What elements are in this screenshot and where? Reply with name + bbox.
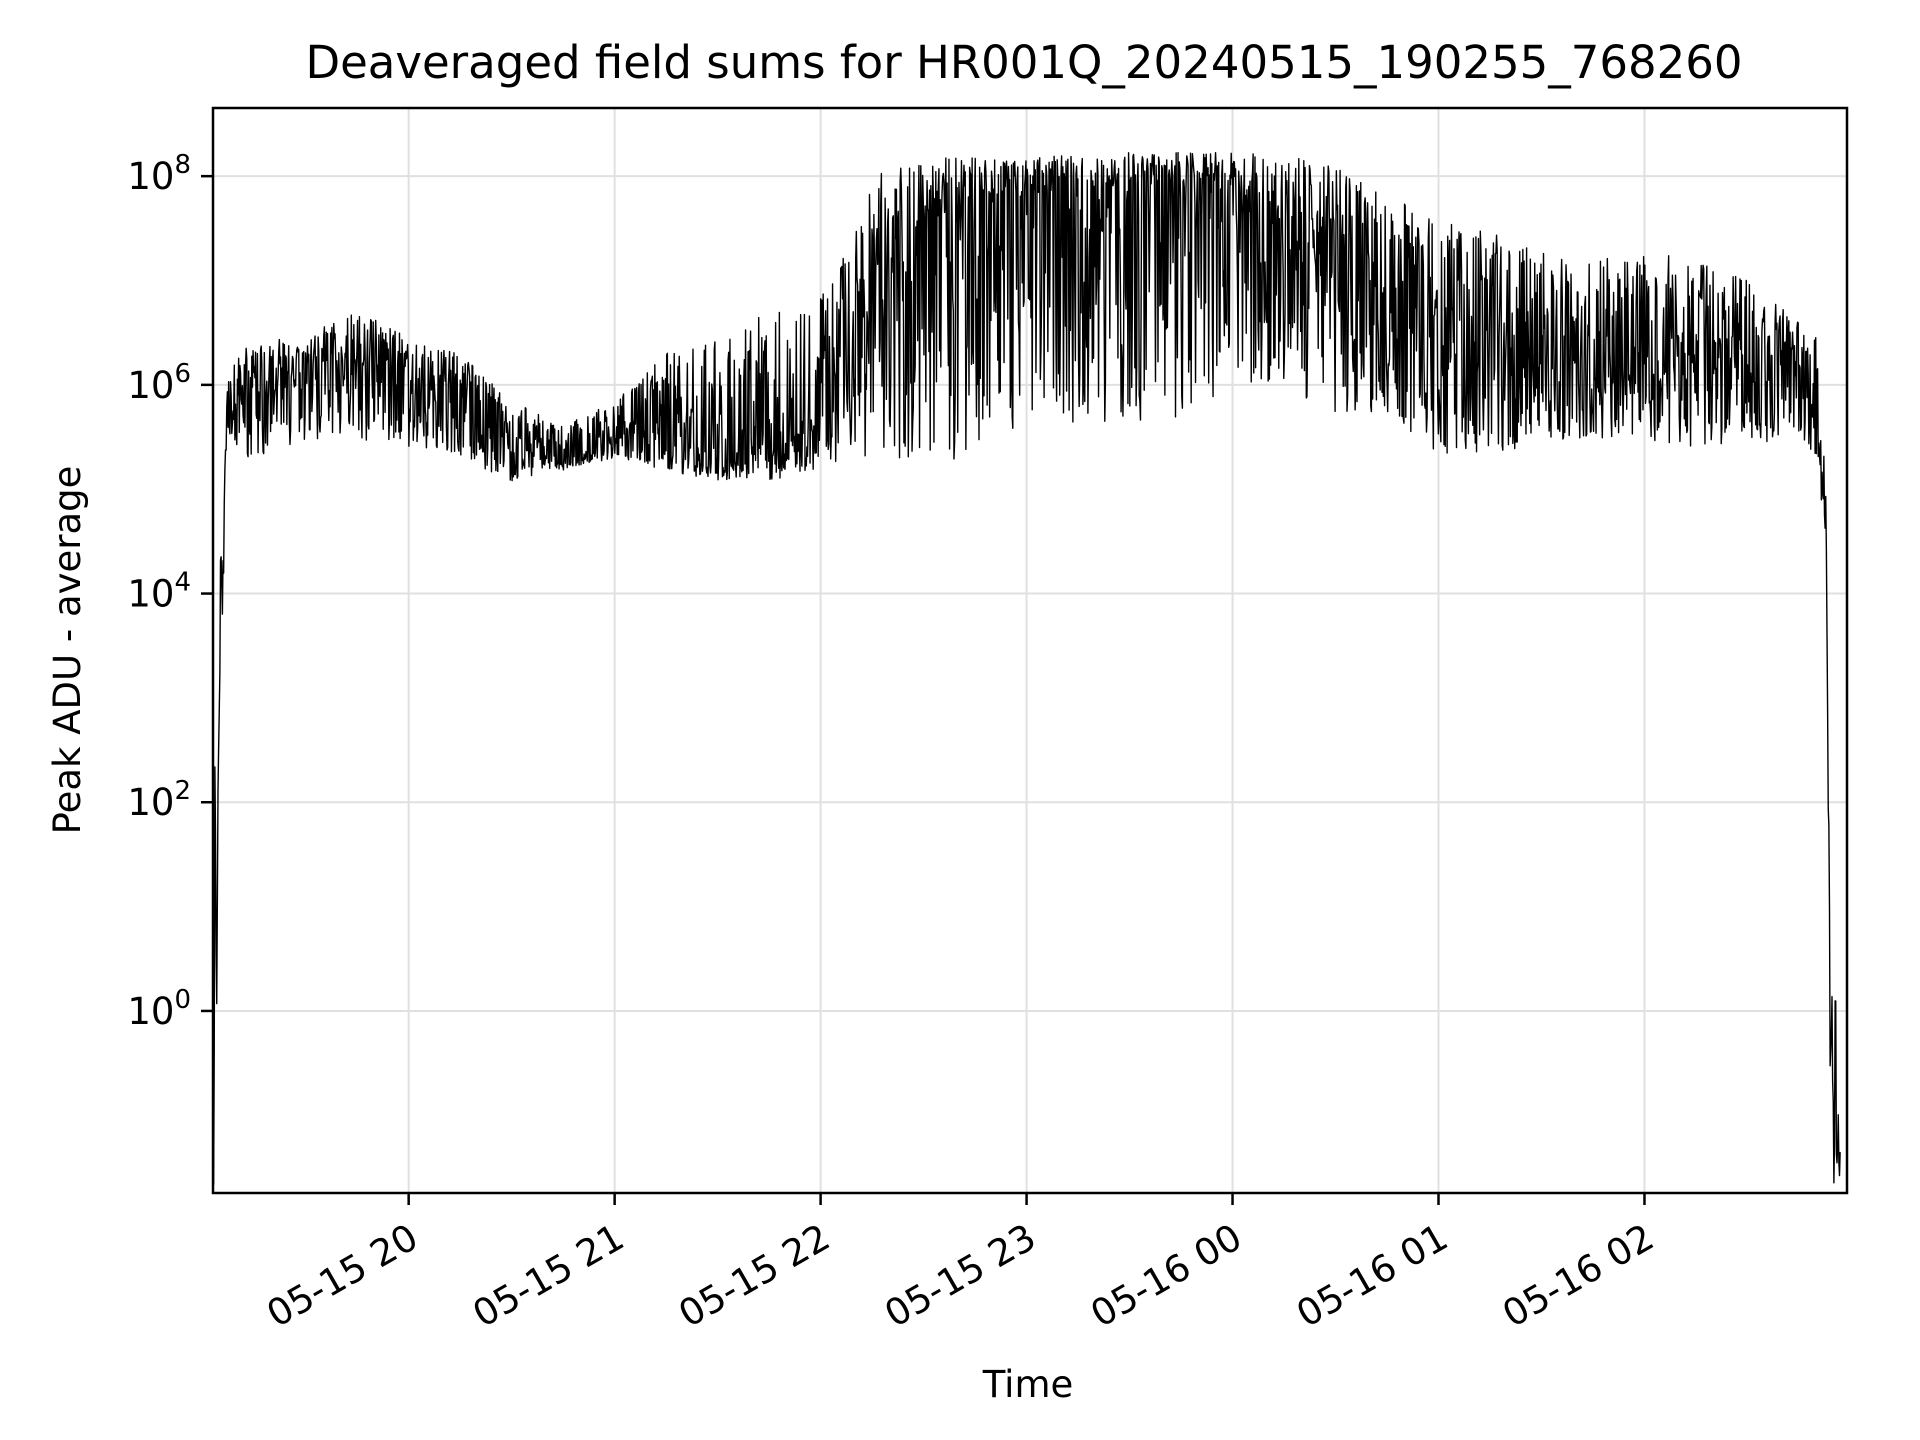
x-tick-label: 05-15 21: [466, 1216, 632, 1336]
y-tick-label: 100: [127, 985, 191, 1033]
chart-title: Deaveraged field sums for HR001Q_2024051…: [305, 36, 1742, 89]
y-axis: 100 102 104 106 108: [127, 150, 213, 1033]
x-tick-label: 05-16 02: [1495, 1216, 1661, 1336]
x-axis: 05-15 20 05-15 21 05-15 22 05-15 23 05-16 00…: [260, 1193, 1661, 1336]
y-axis-label: Peak ADU - average: [46, 466, 89, 835]
y-tick-label: 106: [127, 359, 191, 407]
series-line: [213, 151, 1841, 1185]
x-tick-label: 05-15 20: [260, 1216, 426, 1336]
x-tick-label: 05-15 23: [877, 1216, 1043, 1336]
x-tick-label: 05-16 01: [1289, 1216, 1455, 1336]
x-tick-label: 05-16 00: [1083, 1216, 1249, 1336]
y-tick-label: 104: [127, 568, 191, 616]
plot-frame: [211, 106, 1849, 1195]
x-axis-label: Time: [982, 1363, 1074, 1406]
y-tick-label: 102: [127, 776, 191, 824]
series-line-path: [213, 151, 1841, 1185]
y-tick-label: 108: [127, 150, 191, 198]
x-tick-label: 05-15 22: [672, 1216, 838, 1336]
